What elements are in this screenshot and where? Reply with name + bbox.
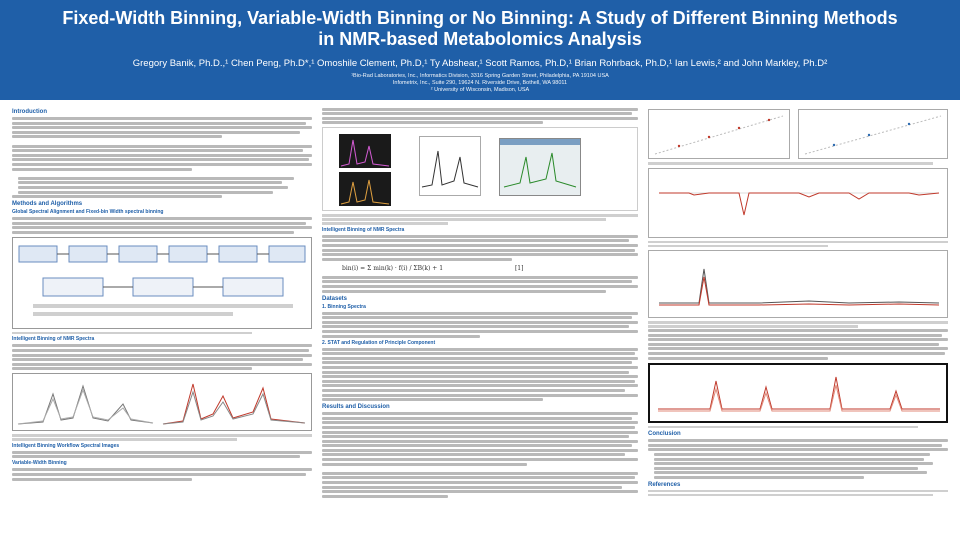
subsection-variable-width: Variable-Width Binning: [12, 460, 67, 467]
column-right: Conclusion References: [648, 106, 948, 536]
affiliation-3: ² University of Wisconsin, Madison, USA: [430, 87, 530, 93]
section-references: References: [648, 481, 681, 488]
title-line-2: in NMR-based Metabolomics Analysis: [318, 29, 642, 49]
nmr-spectra-overlay-figure: [12, 373, 312, 432]
software-window-panel: [499, 138, 581, 197]
loadings-plot-figure: [648, 167, 948, 238]
correlation-plot-1: [648, 109, 790, 159]
highlighted-results-figure: [648, 362, 948, 423]
correlation-plot-2: [798, 109, 948, 159]
spectrum-panel-a: [339, 134, 391, 169]
section-conclusion: Conclusion: [648, 431, 681, 438]
section-datasets: Datasets: [322, 295, 348, 302]
poster-title: Fixed-Width Binning, Variable-Width Binn…: [0, 8, 960, 50]
spectrum-panel-b: [339, 172, 391, 207]
section-introduction: Introduction: [12, 109, 47, 115]
subsection-intelligent-binning: Intelligent Binning of NMR Spectra: [12, 336, 95, 343]
comparison-plot: [659, 268, 940, 306]
subsection-binning-spectra: 1. Binning Spectra: [322, 303, 366, 310]
formula-number: [1]: [514, 264, 524, 272]
spectra-panels-figure: [322, 127, 638, 212]
column-left: Introduction Methods and Algorithms Glob…: [12, 106, 312, 536]
subsection-intelligent-binning-2: Intelligent Binning of NMR Spectra: [322, 226, 405, 233]
nmr-spectra-overlay: [17, 384, 306, 425]
formula-text: bin(i) = Σ min(k) · f(i) / ΣB(k) + 1: [342, 264, 444, 272]
comparison-plot-figure: [648, 250, 948, 318]
workflow-diagram-figure: [12, 236, 312, 329]
subsection-workflow-images: Intelligent Binning Workflow Spectral Im…: [12, 442, 120, 449]
correlation-plots-figure: [648, 109, 948, 159]
loadings-plot: [659, 192, 940, 215]
poster-header: Fixed-Width Binning, Variable-Width Binn…: [0, 0, 960, 100]
poster-body: Introduction Methods and Algorithms Glob…: [0, 100, 960, 540]
affiliation-2: Infometrix, Inc., Suite 290, 19624 N. Ri…: [392, 80, 568, 86]
author-list: Gregory Banik, Ph.D.,¹ Chen Peng, Ph.D*,…: [132, 58, 828, 69]
workflow-diagram: [18, 245, 306, 316]
subsection-global-alignment: Global Spectral Alignment and Fixed-bin …: [12, 209, 164, 216]
column-center: Intelligent Binning of NMR Spectra bin(i…: [322, 106, 638, 536]
affiliation-1: ¹Bio-Rad Laboratories, Inc., Informatics…: [351, 73, 609, 79]
binning-formula: bin(i) = Σ min(k) · f(i) / ΣB(k) + 1 [1]: [342, 265, 638, 272]
section-results: Results and Discussion: [322, 404, 390, 411]
section-methods: Methods and Algorithms: [12, 201, 83, 208]
spectrum-panel-c: [419, 136, 481, 197]
subsection-stat-regulation: 2. STAT and Regulation of Principle Comp…: [322, 339, 436, 346]
affiliations: ¹Bio-Rad Laboratories, Inc., Informatics…: [0, 73, 960, 94]
highlighted-results-plot: [658, 376, 940, 412]
title-line-1: Fixed-Width Binning, Variable-Width Binn…: [62, 8, 898, 28]
